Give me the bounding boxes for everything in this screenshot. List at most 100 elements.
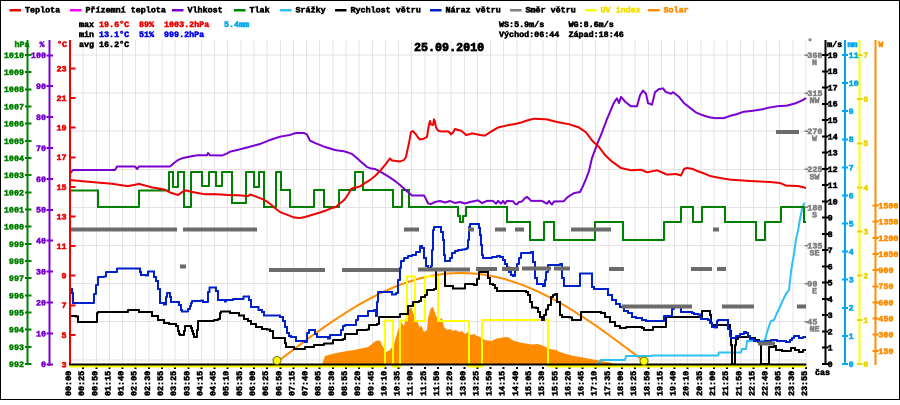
svg-text:995: 995 (9, 308, 24, 318)
svg-text:06:25: 06:25 (261, 371, 271, 396)
svg-text:15: 15 (828, 116, 838, 126)
svg-text:2: 2 (828, 327, 833, 337)
svg-text:10: 10 (36, 329, 46, 339)
svg-text:1350: 1350 (878, 218, 898, 228)
svg-text:23:05: 23:05 (774, 371, 784, 396)
svg-text:1200: 1200 (878, 234, 898, 244)
svg-text:60: 60 (36, 175, 46, 185)
svg-text:994: 994 (9, 326, 24, 336)
svg-text:%: % (39, 40, 45, 50)
svg-text:07:15: 07:15 (287, 371, 297, 396)
svg-text:20: 20 (36, 298, 46, 308)
svg-text:18:00: 18:00 (616, 371, 626, 396)
svg-text:17:35: 17:35 (603, 371, 613, 396)
svg-text:°C: °C (57, 40, 67, 50)
svg-text:03:50: 03:50 (182, 371, 192, 396)
svg-text:hPa: hPa (14, 40, 29, 50)
svg-text:23:55: 23:55 (800, 371, 810, 396)
svg-text:15:05: 15:05 (524, 371, 534, 396)
svg-text:max: max (79, 20, 94, 30)
svg-text:13: 13 (828, 149, 838, 159)
svg-text:14:15: 14:15 (498, 371, 508, 396)
svg-text:100: 100 (31, 51, 46, 61)
svg-text:900: 900 (878, 266, 893, 276)
svg-text:min: min (79, 30, 94, 40)
svg-text:16:20: 16:20 (563, 371, 573, 396)
svg-text:Rychlost větru: Rychlost větru (351, 6, 421, 16)
svg-text:12: 12 (828, 165, 838, 175)
svg-text:19:40: 19:40 (669, 371, 679, 396)
svg-text:Teplota: Teplota (25, 6, 60, 16)
svg-text:N: N (812, 58, 817, 68)
svg-text:11:50: 11:50 (432, 371, 442, 396)
svg-text:45: 45 (807, 318, 817, 328)
svg-text:Západ:18:46: Západ:18:46 (569, 30, 624, 40)
svg-text:1: 1 (849, 332, 854, 342)
svg-text:22:15: 22:15 (747, 371, 757, 396)
svg-text:3: 3 (863, 227, 868, 237)
svg-text:0: 0 (41, 360, 46, 370)
svg-text:225: 225 (807, 165, 822, 175)
svg-text:08:30: 08:30 (327, 371, 337, 396)
svg-text:9: 9 (828, 214, 833, 224)
svg-text:750: 750 (878, 282, 893, 292)
svg-text:9: 9 (61, 272, 66, 282)
svg-text:600: 600 (878, 298, 893, 308)
svg-text:11:00: 11:00 (406, 371, 416, 396)
svg-text:21:50: 21:50 (734, 371, 744, 396)
svg-text:998: 998 (9, 257, 24, 267)
svg-text:05:10: 05:10 (222, 371, 232, 396)
svg-text:17:10: 17:10 (590, 371, 600, 396)
svg-text:Srážky: Srážky (296, 6, 326, 16)
svg-text:1003.2hPa: 1003.2hPa (164, 20, 209, 30)
svg-text:0: 0 (849, 360, 854, 370)
svg-text:997: 997 (9, 274, 24, 284)
svg-text:Vlhkost: Vlhkost (188, 6, 223, 16)
svg-text:avg: avg (79, 40, 94, 50)
svg-text:11:25: 11:25 (419, 371, 429, 396)
svg-text:10:35: 10:35 (393, 371, 403, 396)
svg-text:13:00: 13:00 (458, 371, 468, 396)
svg-text:00:25: 00:25 (77, 371, 87, 396)
svg-text:80: 80 (36, 113, 46, 123)
svg-text:06:00: 06:00 (248, 371, 258, 396)
svg-text:19.6°C: 19.6°C (99, 20, 129, 30)
svg-text:15:30: 15:30 (537, 371, 547, 396)
svg-text:13:25: 13:25 (471, 371, 481, 396)
svg-text:23:30: 23:30 (787, 371, 797, 396)
svg-text:0: 0 (828, 360, 833, 370)
svg-text:mm: mm (848, 40, 858, 50)
svg-text:06:50: 06:50 (274, 371, 284, 396)
svg-text:10: 10 (828, 197, 838, 207)
svg-text:19: 19 (828, 51, 838, 61)
svg-text:7: 7 (61, 301, 66, 311)
svg-text:00:00: 00:00 (64, 371, 74, 396)
svg-text:270: 270 (807, 127, 822, 137)
svg-text:10:10: 10:10 (379, 371, 389, 396)
svg-text:18: 18 (828, 67, 838, 77)
svg-text:1009: 1009 (4, 68, 24, 78)
svg-text:09:45: 09:45 (366, 371, 376, 396)
svg-text:9: 9 (849, 107, 854, 117)
svg-text:čas: čas (815, 368, 830, 378)
svg-text:1007: 1007 (4, 102, 24, 112)
svg-text:5.4mm: 5.4mm (224, 20, 249, 30)
svg-text:4: 4 (863, 183, 868, 193)
svg-text:1050: 1050 (878, 250, 898, 260)
svg-text:SW: SW (809, 172, 820, 182)
svg-text:25.09.2010: 25.09.2010 (414, 41, 484, 55)
svg-text:NW: NW (809, 96, 820, 106)
svg-text:Přízemní teplota: Přízemní teplota (86, 6, 166, 16)
svg-text:90: 90 (807, 280, 817, 290)
svg-text:03:25: 03:25 (169, 371, 179, 396)
svg-text:13.1°C: 13.1°C (99, 30, 129, 40)
svg-text:15: 15 (56, 183, 66, 193)
svg-text:180: 180 (807, 203, 822, 213)
svg-text:3: 3 (849, 276, 854, 286)
svg-text:20:35: 20:35 (695, 371, 705, 396)
svg-text:15:55: 15:55 (550, 371, 560, 396)
svg-text:0: 0 (863, 360, 868, 370)
svg-text:1005: 1005 (4, 137, 24, 147)
svg-text:1001: 1001 (4, 205, 24, 215)
svg-text:150: 150 (878, 347, 893, 357)
